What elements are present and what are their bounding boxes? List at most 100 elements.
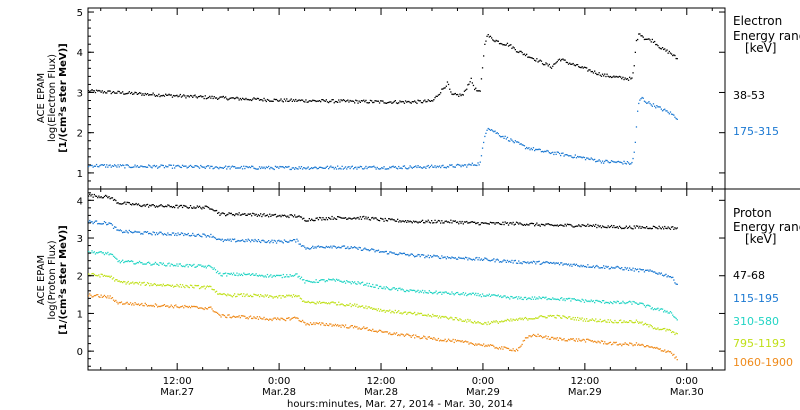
data-point <box>647 304 649 306</box>
data-point <box>597 320 599 322</box>
data-point <box>256 275 258 277</box>
data-point <box>354 281 356 283</box>
data-point <box>305 220 307 222</box>
data-point <box>386 220 389 222</box>
data-point <box>160 164 162 166</box>
data-point <box>317 167 320 170</box>
data-point <box>95 220 98 222</box>
data-point <box>291 275 293 277</box>
data-point <box>307 166 309 168</box>
data-point <box>165 205 167 207</box>
data-point <box>661 350 664 352</box>
data-point <box>601 160 604 162</box>
data-point <box>462 292 464 294</box>
data-point <box>355 247 357 249</box>
data-point <box>633 301 635 303</box>
data-point <box>552 315 554 317</box>
data-point <box>553 225 555 227</box>
data-point <box>128 260 130 263</box>
data-point <box>279 99 281 102</box>
data-point <box>271 319 273 322</box>
data-point <box>470 342 472 344</box>
data-point <box>428 290 430 292</box>
data-point <box>202 286 204 288</box>
data-point <box>457 258 459 260</box>
data-point <box>244 167 246 170</box>
data-point <box>484 257 486 259</box>
data-point <box>363 99 365 101</box>
data-point <box>340 217 342 219</box>
data-point <box>256 215 258 217</box>
data-point <box>193 234 195 236</box>
data-point <box>415 165 417 167</box>
data-point <box>531 149 533 151</box>
data-point <box>133 304 135 306</box>
data-point <box>283 239 286 241</box>
data-point <box>295 241 297 243</box>
data-point <box>231 97 234 99</box>
data-point <box>673 279 675 281</box>
data-point <box>241 315 244 317</box>
data-point <box>239 293 241 295</box>
data-point <box>495 39 497 42</box>
data-point <box>651 307 653 309</box>
data-point <box>215 166 218 168</box>
data-point <box>614 161 616 163</box>
data-point <box>221 293 223 296</box>
data-point <box>383 251 385 253</box>
data-point <box>563 59 565 61</box>
data-point <box>467 294 469 296</box>
data-point <box>261 318 263 320</box>
data-point <box>450 340 452 342</box>
data-point <box>198 287 201 290</box>
data-point <box>298 319 300 322</box>
data-point <box>218 211 220 214</box>
data-point <box>415 101 417 103</box>
data-point <box>514 319 516 321</box>
data-point <box>610 302 613 304</box>
data-point <box>187 266 189 268</box>
data-point <box>149 165 151 167</box>
data-point <box>253 316 255 318</box>
data-point <box>390 167 392 169</box>
proton-ylabel-line2: log(Proton Flux) <box>47 240 58 319</box>
data-point <box>474 259 476 261</box>
data-point <box>403 311 406 313</box>
data-point <box>375 308 377 310</box>
data-point <box>247 318 249 320</box>
data-point <box>406 313 408 315</box>
data-point <box>258 316 261 318</box>
data-point <box>355 283 357 285</box>
data-point <box>571 265 573 267</box>
data-point <box>591 340 593 342</box>
data-point <box>171 305 174 308</box>
data-point <box>137 303 140 305</box>
data-point <box>579 317 581 319</box>
data-point <box>299 297 301 299</box>
data-point <box>231 274 234 276</box>
data-point <box>404 334 407 336</box>
data-point <box>277 297 279 299</box>
data-point <box>412 289 415 291</box>
data-point <box>367 249 369 251</box>
data-point <box>227 314 229 316</box>
data-point <box>322 322 324 324</box>
data-point <box>126 201 128 203</box>
data-point <box>257 214 260 216</box>
data-point <box>241 168 244 170</box>
data-point <box>375 284 377 286</box>
data-point <box>368 282 370 285</box>
data-point <box>564 263 566 265</box>
data-point <box>354 102 356 104</box>
data-point <box>545 335 547 337</box>
data-point <box>503 44 505 46</box>
data-point <box>322 246 324 248</box>
data-point <box>386 168 389 170</box>
data-point <box>279 214 281 217</box>
data-point <box>348 217 350 219</box>
data-point <box>142 233 144 235</box>
data-point <box>650 41 652 43</box>
data-point <box>623 227 625 230</box>
data-point <box>555 298 557 301</box>
data-point <box>620 76 622 78</box>
